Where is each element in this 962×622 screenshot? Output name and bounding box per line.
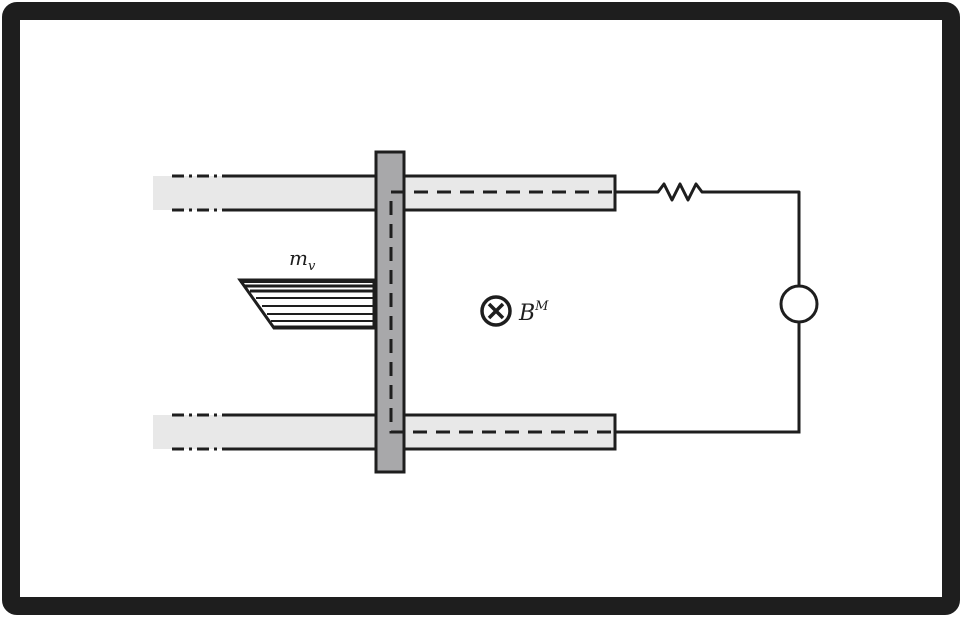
- external-circuit: [615, 182, 819, 434]
- armature: [374, 150, 406, 474]
- magnetic-field-label: BM: [518, 299, 549, 326]
- projectile-mass-label: mv: [289, 246, 316, 274]
- voltage-source-icon: [779, 284, 819, 324]
- lower-rail: [153, 413, 617, 451]
- resistor-icon: [615, 182, 801, 285]
- projectile: [237, 278, 376, 330]
- upper-rail-extension: [153, 176, 378, 210]
- bottom-wire: [615, 322, 801, 434]
- lower-rail-extension: [153, 415, 378, 449]
- circled-times-icon: [480, 295, 512, 327]
